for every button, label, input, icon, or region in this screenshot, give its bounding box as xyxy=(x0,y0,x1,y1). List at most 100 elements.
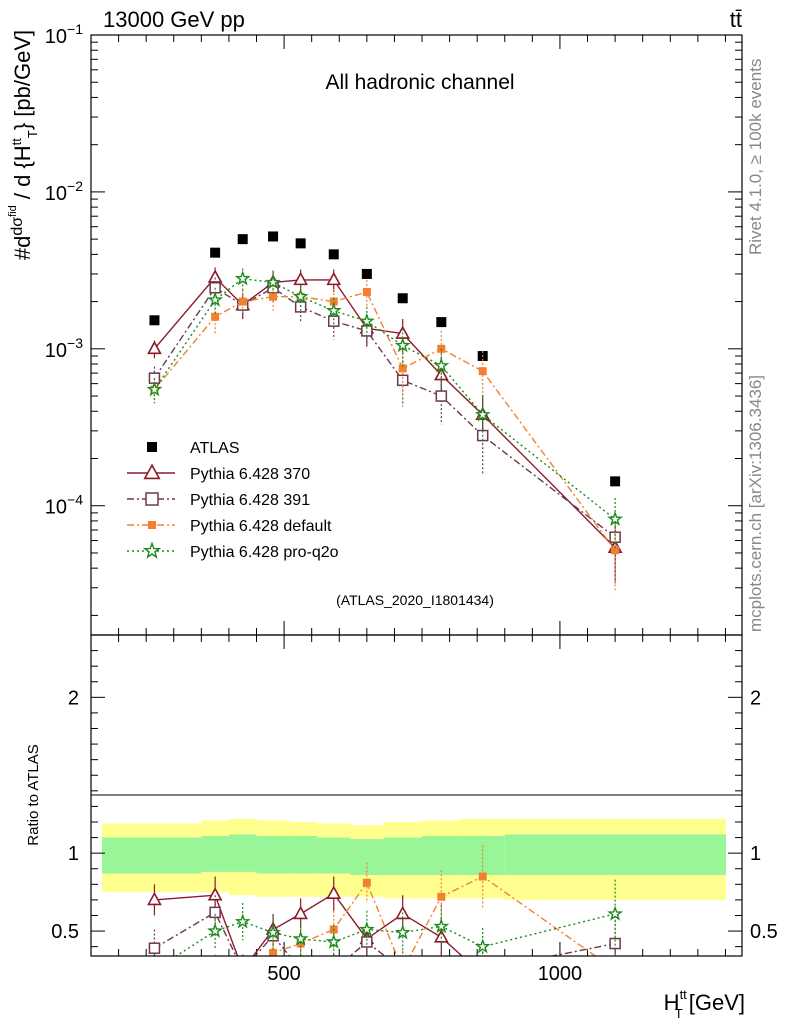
series-line xyxy=(153,291,616,551)
plot-title: All hadronic channel xyxy=(325,71,514,94)
svg-text:#ddσfid / d {HttT} [pb/GeV]: #ddσfid / d {HttT} [pb/GeV] xyxy=(7,30,40,260)
ratio-band-green xyxy=(460,836,506,875)
data-point xyxy=(238,297,247,306)
ratio-y-tick-labels: 0.5 0.5 1 1 2 2 xyxy=(51,687,778,943)
main-series-group xyxy=(146,231,624,593)
ratio-point xyxy=(325,933,342,949)
ratio-band-green xyxy=(317,837,351,874)
ratio-point xyxy=(269,948,278,956)
data-point xyxy=(478,367,487,376)
legend-marker xyxy=(147,442,157,452)
ratio-uncertainty-bands xyxy=(102,818,726,900)
legend-entry: ATLAS xyxy=(147,440,240,457)
data-point xyxy=(293,271,308,286)
ratio-point xyxy=(437,892,446,901)
analysis-label: (ATLAS_2020_I1801434) xyxy=(336,592,494,608)
ratio-point xyxy=(326,885,342,899)
data-point xyxy=(146,381,163,397)
data-point xyxy=(328,249,339,260)
ratio-point xyxy=(398,965,408,975)
data-point xyxy=(362,288,371,297)
ratio-point xyxy=(234,913,251,929)
data-point xyxy=(149,315,160,326)
legend-label: Pythia 6.428 pro-q2o xyxy=(190,544,339,561)
ratio-band-green xyxy=(102,837,202,874)
data-point xyxy=(207,291,224,307)
data-point xyxy=(268,231,279,242)
data-point xyxy=(607,510,624,527)
svg-text:HttT[GeV]: Htt T [GeV] xyxy=(664,987,745,1021)
data-point xyxy=(265,274,282,290)
y-tick-label: 10−2 xyxy=(45,178,83,205)
main-y-tick-labels: 10−1 10−2 10−3 10−4 xyxy=(45,21,83,519)
ratio-band-green xyxy=(201,836,230,872)
ratio-point xyxy=(611,966,619,974)
header-energy-label: 13000 GeV pp xyxy=(103,7,245,32)
data-point xyxy=(436,317,447,328)
ratio-point xyxy=(211,966,219,974)
data-point xyxy=(358,312,375,328)
series-0 xyxy=(149,231,621,487)
ratio-point xyxy=(362,878,371,887)
series-line xyxy=(153,277,616,520)
legend-marker xyxy=(143,463,161,480)
ratio-y-tick-label-left: 2 xyxy=(68,687,79,709)
y-tick-label: 10−3 xyxy=(45,335,83,362)
ratio-point xyxy=(436,965,446,975)
legend-label: Pythia 6.428 370 xyxy=(190,466,310,483)
ratio-band-green xyxy=(228,834,258,872)
ratio-series-group xyxy=(147,845,624,979)
x-axis-label: Htt T [GeV] xyxy=(664,987,745,1021)
ratio-band-green xyxy=(383,837,423,875)
legend: ATLAS Pythia 6.428 370 Pythia 6.428 391 Pyt… xyxy=(127,440,339,561)
ratio-point xyxy=(238,965,248,975)
ratio-point xyxy=(433,917,450,934)
ratio-point xyxy=(209,906,221,919)
legend-marker xyxy=(142,541,162,559)
main-y-axis-label: #ddσfid / d {HttT} [pb/GeV] xyxy=(7,30,40,260)
ratio-point xyxy=(237,964,249,975)
data-point xyxy=(147,340,162,355)
ratio-point xyxy=(147,891,162,906)
ratio-band-green xyxy=(350,839,384,875)
series-4 xyxy=(146,268,624,551)
rivet-version-label: Rivet 4.1.0, ≥ 100k events xyxy=(746,59,765,255)
data-point xyxy=(435,390,448,402)
legend-entry: Pythia 6.428 pro-q2o xyxy=(127,541,339,561)
ratio-point xyxy=(149,964,161,975)
data-point xyxy=(211,312,220,321)
data-point xyxy=(325,302,342,318)
mcplots-label: mcplots.cern.ch [arXiv:1306.3436] xyxy=(746,375,765,632)
data-point xyxy=(210,247,221,258)
ratio-band-green xyxy=(289,836,318,874)
ratio-point xyxy=(329,965,339,975)
ratio-point xyxy=(394,924,411,940)
ratio-line xyxy=(266,875,597,956)
data-point xyxy=(269,292,278,301)
x-tick-labels: 500 1000 xyxy=(267,963,582,985)
ratio-point xyxy=(399,966,407,974)
x-tick-label: 500 xyxy=(267,963,300,985)
data-point xyxy=(396,374,409,387)
ratio-point xyxy=(207,922,224,938)
ratio-point xyxy=(292,930,309,946)
main-plot-frame xyxy=(90,34,743,636)
data-point xyxy=(361,268,372,279)
data-point xyxy=(433,357,450,373)
data-point xyxy=(237,234,248,245)
legend-entry: Pythia 6.428 370 xyxy=(127,463,310,483)
data-point xyxy=(234,270,251,286)
axis-ticks xyxy=(91,34,742,956)
data-point xyxy=(610,476,621,487)
ratio-point xyxy=(478,872,487,881)
ratio-y-tick-label-right: 0.5 xyxy=(750,921,778,943)
data-point xyxy=(326,271,342,286)
ratio-point xyxy=(477,968,489,979)
ratio-point xyxy=(474,938,491,954)
ratio-point xyxy=(265,924,282,940)
legend-entry: Pythia 6.428 391 xyxy=(127,492,310,509)
data-point xyxy=(295,238,306,249)
ratio-point xyxy=(609,937,621,950)
data-point xyxy=(397,293,408,304)
legend-marker xyxy=(145,492,159,506)
